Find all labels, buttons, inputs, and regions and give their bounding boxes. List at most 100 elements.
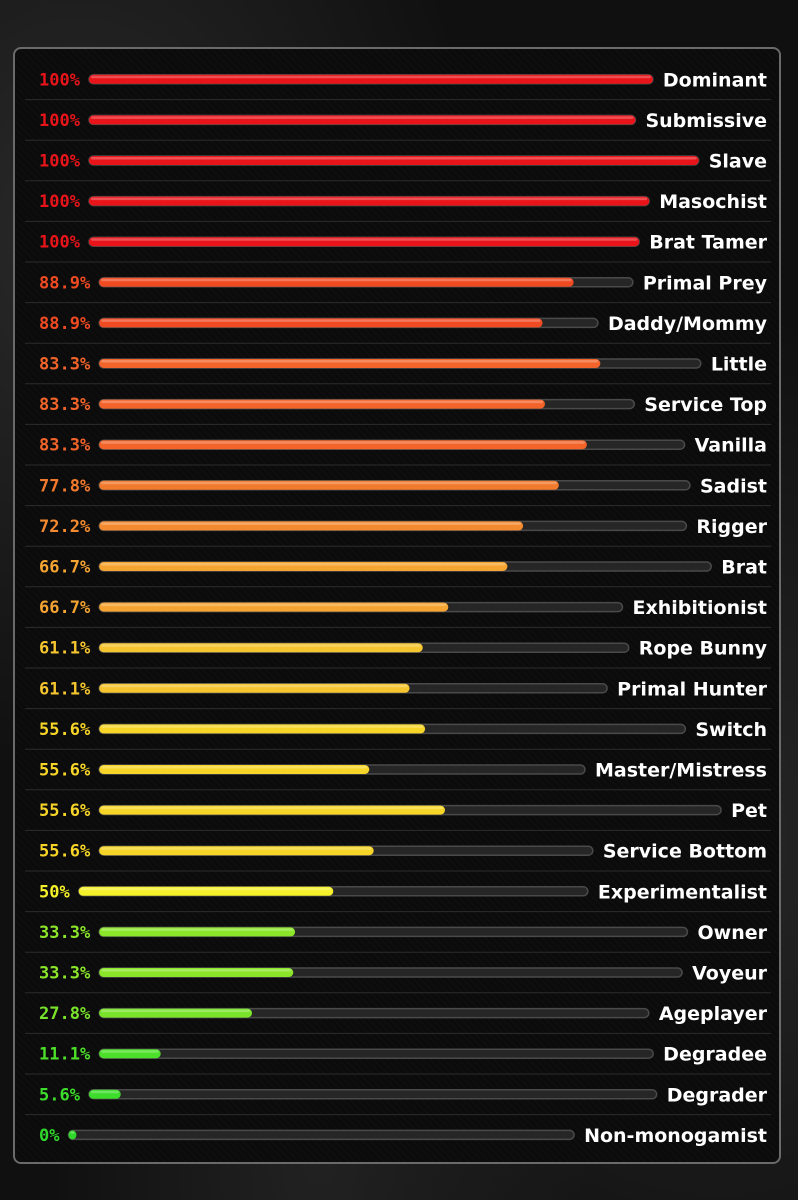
bar bbox=[99, 277, 574, 287]
percent-label: 11.1% bbox=[39, 1045, 91, 1065]
bar-highlight bbox=[90, 238, 638, 241]
category-label: Daddy/Mommy bbox=[608, 313, 768, 335]
bar-highlight bbox=[101, 278, 572, 282]
bar bbox=[99, 480, 559, 490]
bar bbox=[99, 927, 296, 937]
percent-label: 55.6% bbox=[39, 842, 91, 862]
percent-label: 50% bbox=[39, 882, 70, 902]
category-label: Brat Tamer bbox=[649, 232, 767, 254]
bar bbox=[99, 643, 423, 653]
bar-highlight bbox=[90, 116, 634, 119]
category-label: Sadist bbox=[700, 475, 767, 497]
category-label: Primal Hunter bbox=[617, 678, 767, 700]
category-label: Primal Prey bbox=[643, 272, 768, 294]
chart-row: 61.1% Rope Bunny bbox=[25, 638, 771, 669]
percent-label: 83.3% bbox=[39, 395, 91, 415]
bar bbox=[99, 805, 445, 815]
chart-row: 66.7% Brat bbox=[25, 557, 771, 588]
percent-label: 33.3% bbox=[39, 964, 91, 984]
chart-row: 33.3% Voyeur bbox=[25, 963, 771, 994]
bar-track bbox=[98, 1048, 654, 1059]
chart-row: 55.6% Switch bbox=[25, 719, 771, 750]
bar-highlight bbox=[101, 400, 543, 404]
chart-row: 5.6% Degrader bbox=[25, 1084, 771, 1116]
bar-highlight bbox=[101, 319, 541, 322]
bar bbox=[88, 74, 653, 84]
chart-row: 27.8% Ageplayer bbox=[25, 1003, 771, 1034]
category-label: Rigger bbox=[696, 516, 767, 538]
bar-highlight bbox=[90, 197, 648, 201]
bar-highlight bbox=[90, 157, 697, 160]
category-label: Degrader bbox=[667, 1084, 768, 1106]
bar bbox=[68, 1130, 77, 1140]
percent-label: 100% bbox=[39, 70, 81, 90]
chart-row: 100% Brat Tamer bbox=[25, 232, 771, 263]
percent-label: 88.9% bbox=[39, 314, 91, 334]
bar bbox=[99, 724, 426, 734]
chart-row: 55.6% Pet bbox=[25, 800, 771, 831]
category-label: Masochist bbox=[659, 191, 767, 213]
category-label: Submissive bbox=[645, 110, 767, 132]
chart-row: 100% Masochist bbox=[25, 191, 771, 222]
bar bbox=[99, 683, 410, 693]
chart-row: 100% Submissive bbox=[25, 110, 771, 141]
bar-highlight bbox=[90, 75, 651, 79]
chart-row: 88.9% Daddy/Mommy bbox=[25, 313, 771, 344]
percent-label: 61.1% bbox=[39, 639, 91, 659]
bar-highlight bbox=[101, 603, 447, 607]
chart-row: 11.1% Degradee bbox=[25, 1044, 771, 1075]
bar-highlight bbox=[101, 725, 424, 728]
percent-label: 61.1% bbox=[39, 679, 91, 699]
bar-highlight bbox=[90, 1090, 119, 1094]
category-label: Service Bottom bbox=[603, 841, 767, 863]
category-label: Non-monogamist bbox=[584, 1125, 767, 1147]
percent-label: 77.8% bbox=[39, 476, 91, 496]
category-label: Little bbox=[711, 354, 767, 376]
category-label: Service Top bbox=[644, 394, 767, 416]
category-label: Vanilla bbox=[695, 435, 767, 457]
bar bbox=[99, 602, 449, 612]
percent-label: 5.6% bbox=[39, 1085, 81, 1105]
percent-label: 27.8% bbox=[39, 1004, 91, 1024]
percent-label: 72.2% bbox=[39, 517, 91, 537]
category-label: Pet bbox=[731, 800, 767, 822]
chart-row: 66.7% Exhibitionist bbox=[25, 597, 771, 628]
chart-row: 0% Non-monogamist bbox=[39, 1125, 767, 1147]
percent-label: 83.3% bbox=[39, 355, 91, 375]
bar bbox=[99, 318, 543, 328]
bar-highlight bbox=[101, 644, 421, 647]
category-label: Owner bbox=[698, 922, 768, 944]
bar bbox=[88, 237, 640, 247]
chart-row: 50% Experimentalist bbox=[25, 881, 771, 913]
bar-highlight bbox=[101, 806, 443, 810]
percent-label: 33.3% bbox=[39, 923, 91, 943]
chart-row: 55.6% Master/Mistress bbox=[25, 760, 771, 791]
percent-label: 66.7% bbox=[39, 598, 91, 618]
bar bbox=[88, 196, 650, 206]
category-label: Experimentalist bbox=[598, 881, 767, 903]
bar bbox=[88, 1089, 121, 1099]
bar-highlight bbox=[70, 1131, 75, 1134]
bar-highlight bbox=[101, 563, 506, 566]
chart-row: 72.2% Rigger bbox=[25, 516, 771, 547]
bar-track bbox=[67, 1129, 575, 1141]
percent-label: 100% bbox=[39, 192, 81, 212]
results-panel: 100% Dominant 100% Submissive 100% Slave 100% M… bbox=[13, 47, 781, 1164]
bar bbox=[99, 399, 545, 409]
percent-label: 55.6% bbox=[39, 720, 91, 740]
bar-highlight bbox=[101, 847, 372, 850]
percent-label: 100% bbox=[39, 152, 81, 172]
category-label: Ageplayer bbox=[659, 1003, 768, 1025]
bar-highlight bbox=[101, 522, 522, 525]
chart-row: 61.1% Primal Hunter bbox=[25, 678, 771, 710]
bar-highlight bbox=[101, 441, 585, 444]
percent-label: 66.7% bbox=[39, 558, 91, 578]
percent-label: 55.6% bbox=[39, 761, 91, 781]
bar-highlight bbox=[101, 969, 292, 972]
bar-chart: 100% Dominant 100% Submissive 100% Slave 100% M… bbox=[25, 69, 771, 1147]
bar bbox=[88, 156, 699, 165]
bar-highlight bbox=[101, 1009, 250, 1013]
bar bbox=[99, 765, 370, 774]
bar-highlight bbox=[101, 684, 408, 688]
chart-row: 100% Dominant bbox=[25, 69, 771, 101]
